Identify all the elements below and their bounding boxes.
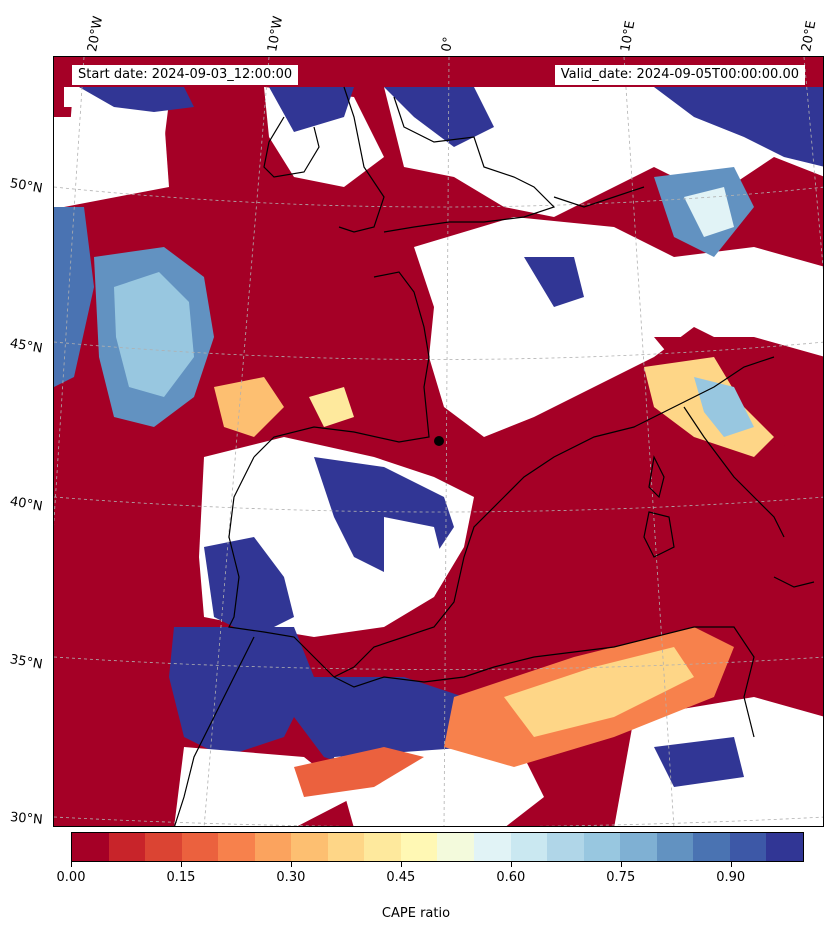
cape-mid-region [684, 187, 734, 237]
colorbar-segment [108, 833, 146, 861]
cape-high-region [269, 87, 354, 132]
lon-label: 10°E [618, 19, 639, 54]
cape-mid-region [694, 377, 754, 437]
lon-label: 10°W [265, 15, 287, 54]
mask-region [414, 217, 823, 437]
colorbar-tick-label: 0.30 [276, 870, 306, 885]
colorbar-segment [437, 833, 475, 861]
cape-high-region [654, 737, 744, 787]
cape-mid-region [114, 272, 194, 397]
colorbar-tick-label: 0.45 [386, 870, 416, 885]
colorbar-tick [730, 862, 732, 867]
cape-mid-region [309, 387, 354, 427]
colorbar-segment [364, 833, 401, 861]
lat-label: 30°N [9, 810, 44, 828]
colorbar-tick-label: 0.00 [56, 870, 86, 885]
cape-high-region [54, 207, 94, 387]
lat-label: 40°N [8, 494, 44, 515]
coastline [174, 86, 815, 826]
cape-high-region [524, 257, 584, 307]
colorbar-tick-label: 0.90 [716, 870, 746, 885]
colorbar-tick [71, 862, 72, 867]
cape-high-region [654, 87, 823, 167]
cape-mid-region [294, 747, 424, 797]
lat-label: 45°N [8, 336, 44, 357]
lat-label: 50°N [8, 176, 44, 197]
colorbar [71, 832, 804, 862]
lat-label: 35°N [8, 652, 44, 673]
cape-mid-region [214, 377, 284, 437]
colorbar-segment [218, 833, 255, 861]
colorbar-segment [254, 833, 292, 861]
lon-label: 0° [439, 35, 457, 53]
cape-high-region [384, 87, 494, 147]
colorbar-tick-label: 0.15 [166, 870, 196, 885]
cape-high-region [79, 87, 194, 112]
graticule [54, 57, 823, 826]
colorbar-tick-label: 0.75 [606, 870, 636, 885]
map-panel: Start date: 2024-09-03_12:00:00 Valid_da… [53, 56, 824, 827]
colorbar-segment [400, 833, 438, 861]
colorbar-tick-label: 0.60 [496, 870, 526, 885]
colorbar-segment [181, 833, 219, 861]
mask-region [54, 117, 169, 207]
colorbar-segment [620, 833, 657, 861]
colorbar-segment [583, 833, 621, 861]
colorbar-tick [290, 862, 292, 867]
colorbar-tick [620, 862, 622, 867]
colorbar-tick [400, 862, 402, 867]
lon-label: 20°E [799, 19, 820, 54]
mask-region [384, 517, 444, 597]
colorbar-label: CAPE ratio [381, 906, 451, 921]
cape-high-region [169, 627, 314, 757]
colorbar-segment [327, 833, 365, 861]
colorbar-tick [180, 862, 182, 867]
cape-mid-region [504, 647, 694, 737]
point-marker [434, 436, 444, 446]
valid-date-label: Valid_date: 2024-09-05T00:00:00.00 [554, 65, 805, 85]
colorbar-segment [547, 833, 584, 861]
lon-label: 20°W [85, 15, 107, 54]
colorbar-segment [656, 833, 694, 861]
cape-ratio-field [54, 57, 823, 826]
colorbar-segment [145, 833, 182, 861]
start-date-label: Start date: 2024-09-03_12:00:00 [72, 65, 299, 85]
colorbar-segment [693, 833, 730, 861]
colorbar-segment [766, 833, 803, 861]
colorbar-segment [510, 833, 548, 861]
colorbar-segment [474, 833, 511, 861]
colorbar-segment [72, 833, 109, 861]
colorbar-tick [510, 862, 512, 867]
colorbar-segment [729, 833, 767, 861]
colorbar-segment [291, 833, 328, 861]
